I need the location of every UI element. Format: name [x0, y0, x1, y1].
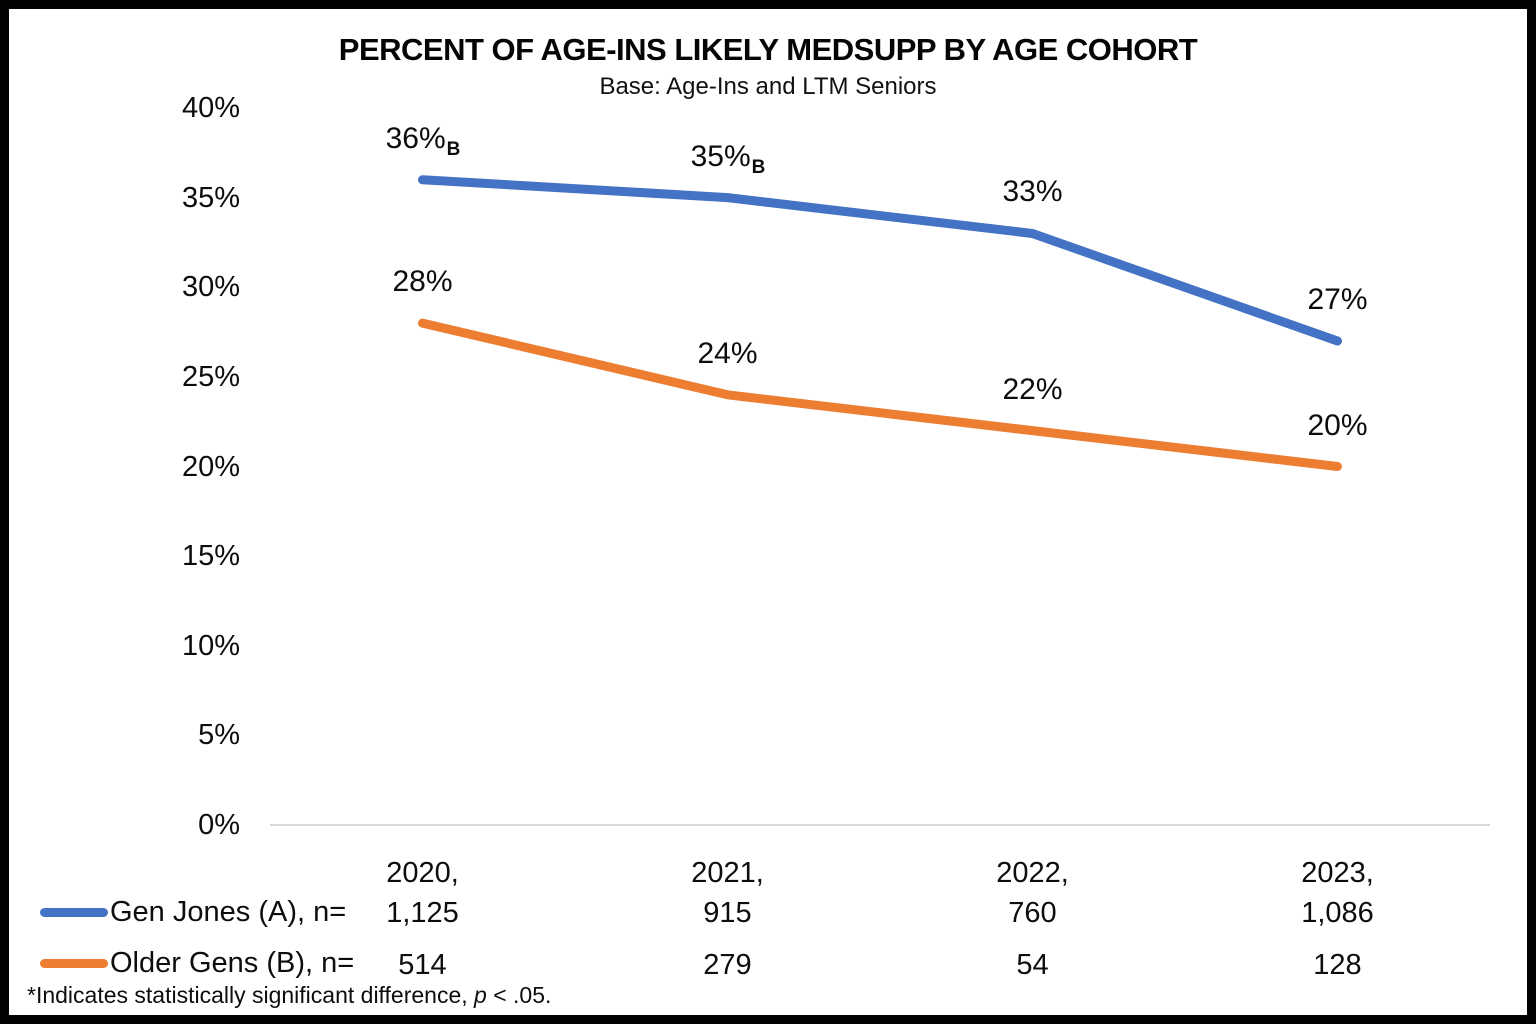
significance-footnote: *Indicates statistically significant dif… — [27, 979, 551, 1011]
data-label-value: 28% — [392, 265, 453, 299]
legend-label: Gen Jones (A), n= — [110, 896, 347, 928]
significance-subscript: B — [446, 138, 461, 160]
series-line-1 — [418, 318, 1342, 471]
chart-subtitle: Base: Age-Ins and LTM Seniors — [599, 73, 937, 100]
data-label-value: 36% — [385, 121, 446, 155]
y-tick-label: 25% — [181, 360, 240, 393]
series-line-0 — [418, 175, 1342, 346]
gen-jones-line-swatch — [40, 907, 108, 917]
y-tick-label: 0% — [198, 809, 240, 841]
gen-jones-n-value: 760 — [1008, 897, 1057, 929]
significance-subscript: B — [751, 156, 766, 178]
older-gens-line-swatch — [40, 958, 108, 968]
footnote-suffix: < .05. — [486, 982, 552, 1008]
data-label: 36%B — [343, 120, 503, 160]
data-label: 27% — [1258, 281, 1418, 319]
x-tick-label: 2020, — [386, 857, 459, 889]
gen-jones-n-value: 1,125 — [386, 897, 459, 929]
x-tick-label: 2023, — [1301, 857, 1374, 889]
data-label: 20% — [1258, 407, 1418, 445]
older-gens-n-value: 128 — [1313, 949, 1362, 981]
footnote-p-term: p — [474, 982, 487, 1008]
y-tick-label: 10% — [181, 629, 240, 662]
y-tick-label: 35% — [181, 181, 240, 214]
data-label: 22% — [953, 371, 1113, 409]
legend-item-gen-jones: Gen Jones (A), n= — [40, 894, 346, 930]
legend-item-older-gens: Older Gens (B), n= — [40, 945, 354, 981]
data-label-value: 27% — [1307, 283, 1368, 317]
y-tick-label: 15% — [181, 540, 240, 573]
older-gens-n-value: 54 — [1016, 949, 1049, 981]
y-tick-label: 20% — [181, 450, 240, 483]
data-label: 28% — [343, 263, 503, 301]
legend-label: Older Gens (B), n= — [110, 947, 355, 979]
older-gens-n-value: 279 — [703, 949, 752, 981]
data-label-value: 33% — [1002, 175, 1063, 209]
data-label-value: 20% — [1307, 408, 1368, 442]
x-tick-label: 2021, — [691, 857, 764, 889]
data-label-value: 22% — [1002, 372, 1063, 406]
chart-title: PERCENT OF AGE-INS LIKELY MEDSUPP BY AGE… — [338, 32, 1198, 67]
data-label: 24% — [648, 335, 808, 373]
x-tick-label: 2022, — [996, 857, 1069, 889]
data-label: 33% — [953, 173, 1113, 211]
footnote-prefix: *Indicates statistically significant dif… — [27, 982, 475, 1008]
y-tick-label: 30% — [181, 271, 240, 304]
older-gens-n-value: 514 — [398, 949, 447, 981]
y-tick-label: 40% — [181, 92, 240, 124]
data-label: 35%B — [648, 138, 808, 178]
data-label-value: 24% — [697, 336, 758, 370]
gen-jones-n-value: 1,086 — [1301, 897, 1374, 929]
gen-jones-n-value: 915 — [703, 897, 752, 929]
data-label-value: 35% — [690, 139, 751, 173]
y-tick-label: 5% — [198, 719, 240, 752]
